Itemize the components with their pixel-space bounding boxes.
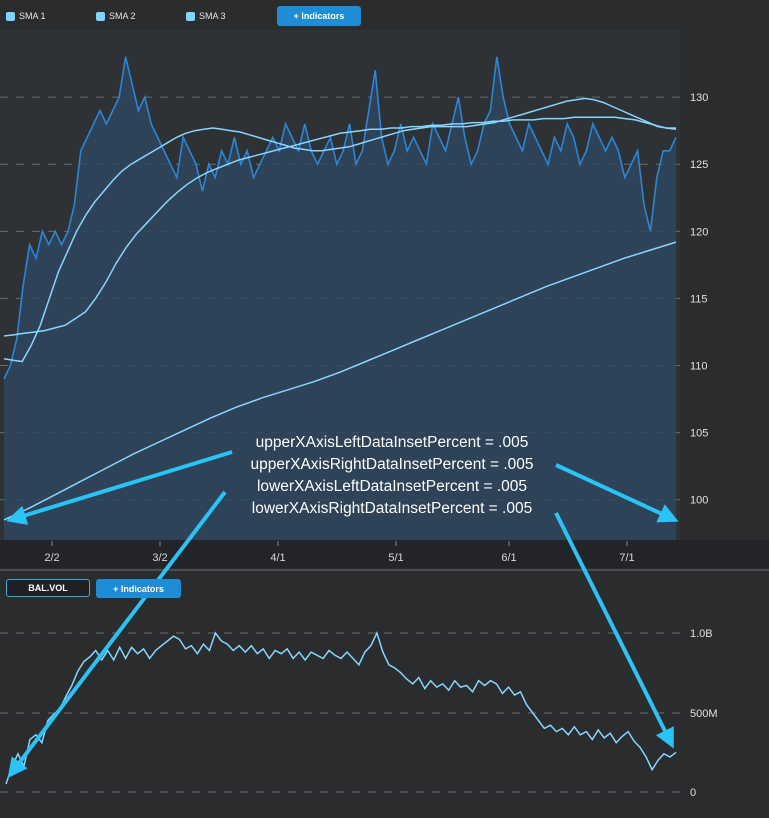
y-tick-label: 100 — [690, 495, 708, 507]
legend-swatch-icon — [96, 11, 105, 21]
y-tick-label: 120 — [690, 226, 708, 238]
price-area-fill — [4, 56, 676, 541]
annotation-text-line: lowerXAxisRightDataInsetPercent = .005 — [252, 500, 532, 517]
y-tick-label: 105 — [690, 428, 708, 440]
legend-swatch-icon — [6, 11, 15, 21]
sma-series-line-2 — [3, 116, 677, 337]
y-tick-label: 1.0B — [690, 628, 713, 640]
x-tick-label: 7/1 — [619, 552, 634, 564]
y-tick-label: 500M — [690, 708, 718, 720]
legend-label: SMA 1 — [19, 11, 46, 21]
annotation-arrow — [6, 450, 233, 525]
x-tick-label: 6/1 — [501, 552, 516, 564]
y-tick-label: 110 — [690, 361, 708, 373]
annotation-text-line: upperXAxisLeftDataInsetPercent = .005 — [256, 434, 529, 451]
sma-series-line-1 — [3, 97, 676, 363]
legend-item-sma2[interactable]: SMA 2 — [96, 6, 136, 26]
x-tick-label: 5/1 — [388, 552, 403, 564]
legend-swatch-icon — [186, 11, 195, 21]
legend-item-sma3[interactable]: SMA 3 — [186, 6, 226, 26]
legend-item-sma1[interactable]: SMA 1 — [6, 6, 46, 26]
x-tick-label: 2/2 — [44, 552, 59, 564]
sma-series-line-3 — [3, 241, 677, 521]
price-series-line — [3, 56, 677, 380]
annotation-arrow — [7, 490, 227, 779]
y-tick-label: 115 — [690, 293, 708, 305]
upper-xaxis-strip — [0, 540, 769, 568]
upper-axis-strip — [680, 30, 769, 540]
y-tick-label: 125 — [690, 159, 708, 171]
x-tick-label: 4/1 — [270, 552, 285, 564]
bal-vol-study-button[interactable]: BAL.VOL — [6, 579, 90, 597]
bal-vol-series-line — [5, 630, 677, 785]
legend-label: SMA 3 — [199, 11, 226, 21]
x-tick-label: 3/2 — [152, 552, 167, 564]
y-tick-label: 130 — [690, 92, 708, 104]
annotation-text-line: upperXAxisRightDataInsetPercent = .005 — [250, 456, 533, 473]
annotation-arrow — [555, 463, 679, 523]
legend-label: SMA 2 — [109, 11, 136, 21]
upper-indicators-button[interactable]: + Indicators — [277, 6, 361, 26]
lower-indicators-button[interactable]: + Indicators — [96, 579, 181, 598]
annotation-text-line: lowerXAxisLeftDataInsetPercent = .005 — [257, 478, 527, 495]
y-tick-label: 0 — [690, 787, 696, 799]
annotation-arrow — [554, 512, 674, 749]
